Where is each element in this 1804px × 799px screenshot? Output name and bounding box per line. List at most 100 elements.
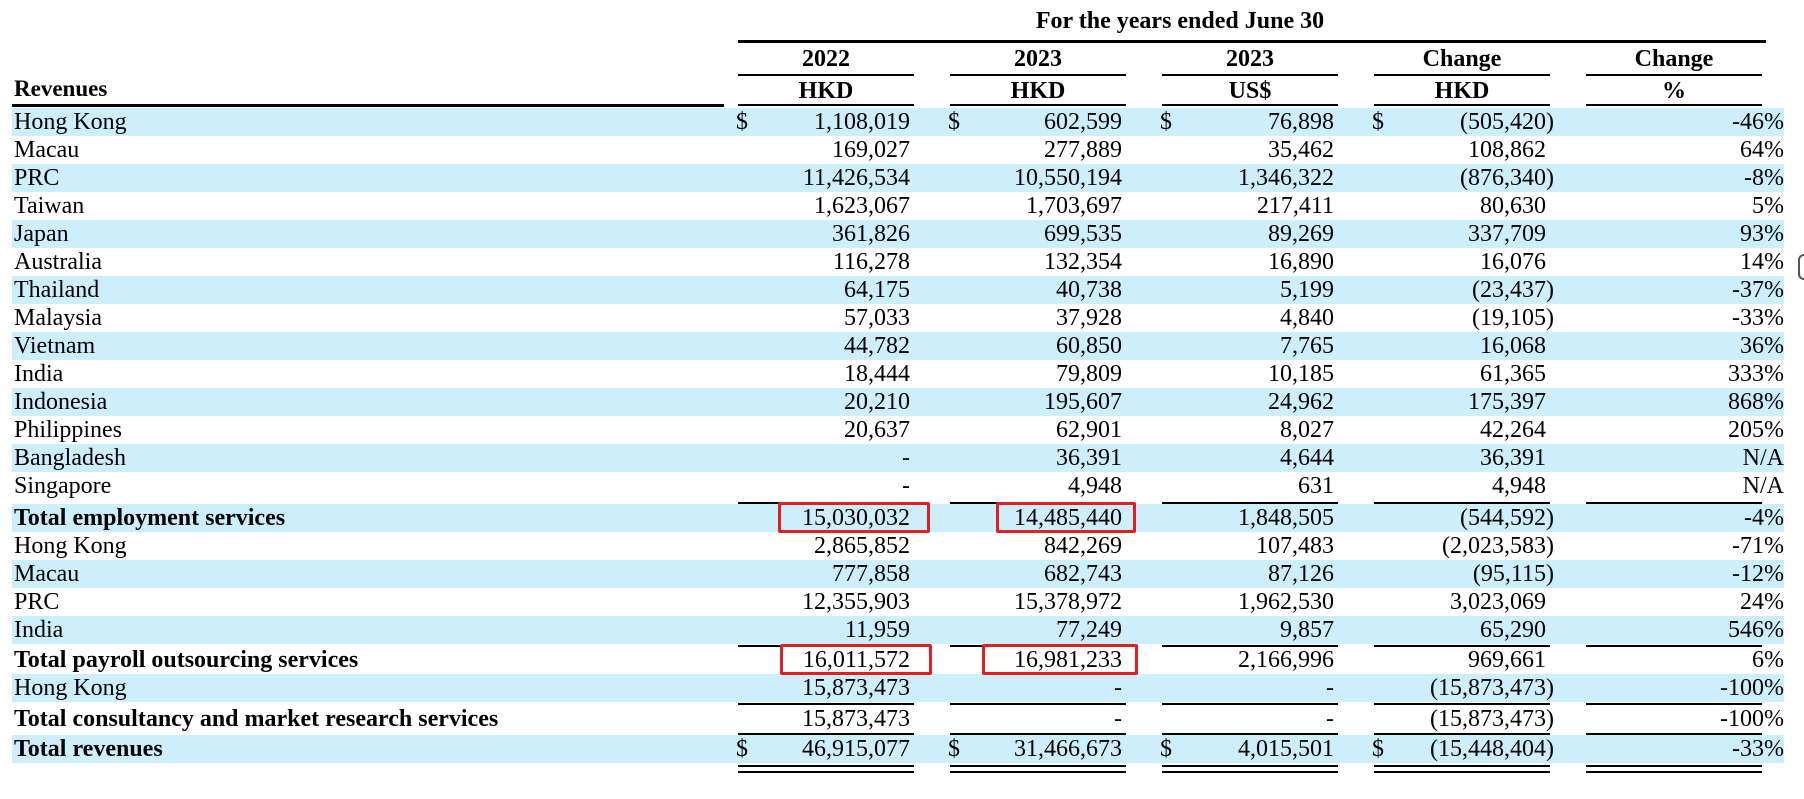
cell-chg: 337,709	[1468, 221, 1546, 247]
cell-y2023: 37,928	[1056, 305, 1122, 331]
cell-y2023usd: 5,199	[1280, 277, 1334, 303]
cell-pct: 24%	[1740, 589, 1784, 615]
cell-y2023: 79,809	[1056, 361, 1122, 387]
cell-y2022: 777,858	[832, 561, 910, 587]
cell-pct: 36%	[1740, 333, 1784, 359]
total-double-rule	[1374, 765, 1550, 773]
row-label: Hong Kong	[14, 533, 127, 559]
row-label: Total employment services	[14, 505, 286, 531]
cell-y2022: 15,873,473	[802, 675, 910, 701]
row-label: Taiwan	[14, 193, 85, 219]
currency-symbol: $	[1160, 109, 1172, 135]
cell-chg: 61,365	[1480, 361, 1546, 387]
total-double-rule	[1162, 765, 1338, 773]
cell-y2023usd: 217,411	[1256, 193, 1334, 219]
cell-y2023: 842,269	[1044, 533, 1122, 559]
cell-chg: 175,397	[1468, 389, 1546, 415]
column-unit-rule	[738, 104, 914, 106]
row-label: Total revenues	[14, 736, 163, 762]
cell-y2022: 16,011,572	[802, 647, 910, 673]
cell-pct: -100%	[1720, 706, 1784, 732]
revenues-heading-rule	[12, 104, 724, 107]
subtotal-rule	[1586, 502, 1762, 504]
cell-y2023usd: 8,027	[1280, 417, 1334, 443]
cell-y2022: -	[902, 445, 910, 471]
cell-y2023usd: 87,126	[1268, 561, 1334, 587]
period-underline	[738, 40, 1766, 43]
row-label: Total consultancy and market research se…	[14, 706, 499, 732]
cell-y2022: 15,873,473	[802, 706, 910, 732]
row-label: Australia	[14, 249, 102, 275]
cell-chg: (2,023,583)	[1442, 533, 1554, 559]
cell-pct: N/A	[1742, 473, 1784, 499]
subtotal-rule	[738, 703, 914, 705]
cell-chg: (19,105)	[1472, 305, 1554, 331]
cell-y2023usd: 24,962	[1268, 389, 1334, 415]
cell-chg: (15,873,473)	[1430, 706, 1554, 732]
row-label: Vietnam	[14, 333, 96, 359]
row-shading	[12, 560, 1784, 588]
cell-y2023: 40,738	[1056, 277, 1122, 303]
cell-pct: -37%	[1732, 277, 1784, 303]
cell-chg: 969,661	[1468, 647, 1546, 673]
column-header-y2023: 2023	[1014, 46, 1062, 72]
cell-y2023: 31,466,673	[1014, 736, 1122, 762]
cell-y2023: 15,378,972	[1014, 589, 1122, 615]
row-label: Total payroll outsourcing services	[14, 647, 359, 673]
cell-y2023usd: 631	[1298, 473, 1334, 499]
cell-pct: 205%	[1728, 417, 1784, 443]
row-shading	[12, 388, 1784, 416]
row-shading	[12, 276, 1784, 304]
cell-y2022: 44,782	[844, 333, 910, 359]
cell-y2023usd: 107,483	[1256, 533, 1334, 559]
subtotal-rule	[1374, 703, 1550, 705]
highlight-box	[780, 644, 932, 675]
cell-chg: (95,115)	[1472, 561, 1554, 587]
cell-pct: -33%	[1732, 305, 1784, 331]
cell-chg: 108,862	[1468, 137, 1546, 163]
cell-y2023usd: 1,848,505	[1238, 505, 1334, 531]
row-shading	[12, 164, 1784, 192]
column-unit-rule	[950, 104, 1126, 106]
cell-y2023: 699,535	[1044, 221, 1122, 247]
column-unit-rule	[1374, 104, 1550, 106]
cell-y2023usd: 89,269	[1268, 221, 1334, 247]
cell-y2023usd: 1,346,322	[1238, 165, 1334, 191]
cell-y2022: 11,959	[844, 617, 910, 643]
cell-y2023: 10,550,194	[1014, 165, 1122, 191]
subtotal-rule	[1162, 703, 1338, 705]
cell-y2022: 20,210	[844, 389, 910, 415]
cell-y2023: 62,901	[1056, 417, 1122, 443]
row-label: Malaysia	[14, 305, 102, 331]
cell-y2022: 169,027	[832, 137, 910, 163]
row-label: Indonesia	[14, 389, 108, 415]
row-label: Macau	[14, 561, 80, 587]
column-header-rule	[738, 74, 914, 76]
cell-y2023usd: -	[1326, 706, 1334, 732]
row-shading	[12, 108, 1784, 136]
cell-y2022: 18,444	[844, 361, 910, 387]
cell-pct: -12%	[1732, 561, 1784, 587]
row-shading	[12, 504, 1784, 532]
cell-chg: (23,437)	[1472, 277, 1554, 303]
currency-symbol: $	[1160, 736, 1172, 762]
cell-y2023usd: 7,765	[1280, 333, 1334, 359]
cell-chg: 36,391	[1480, 445, 1546, 471]
cell-y2023: 4,948	[1068, 473, 1122, 499]
cell-y2023: -	[1114, 706, 1122, 732]
column-header-rule	[1586, 74, 1762, 76]
subtotal-rule	[950, 733, 1126, 735]
cell-chg: (876,340)	[1460, 165, 1554, 191]
cell-y2023usd: 9,857	[1280, 617, 1334, 643]
cell-y2022: 46,915,077	[802, 736, 910, 762]
cell-y2022: 1,623,067	[814, 193, 910, 219]
subtotal-rule	[1374, 502, 1550, 504]
cell-pct: -33%	[1732, 736, 1784, 762]
row-label: India	[14, 361, 64, 387]
total-double-rule	[950, 765, 1126, 773]
cell-y2023: 16,981,233	[1014, 647, 1122, 673]
total-double-rule	[1586, 765, 1762, 773]
cell-y2022: 20,637	[844, 417, 910, 443]
currency-symbol: $	[1372, 736, 1384, 762]
cell-y2022: 1,108,019	[814, 109, 910, 135]
